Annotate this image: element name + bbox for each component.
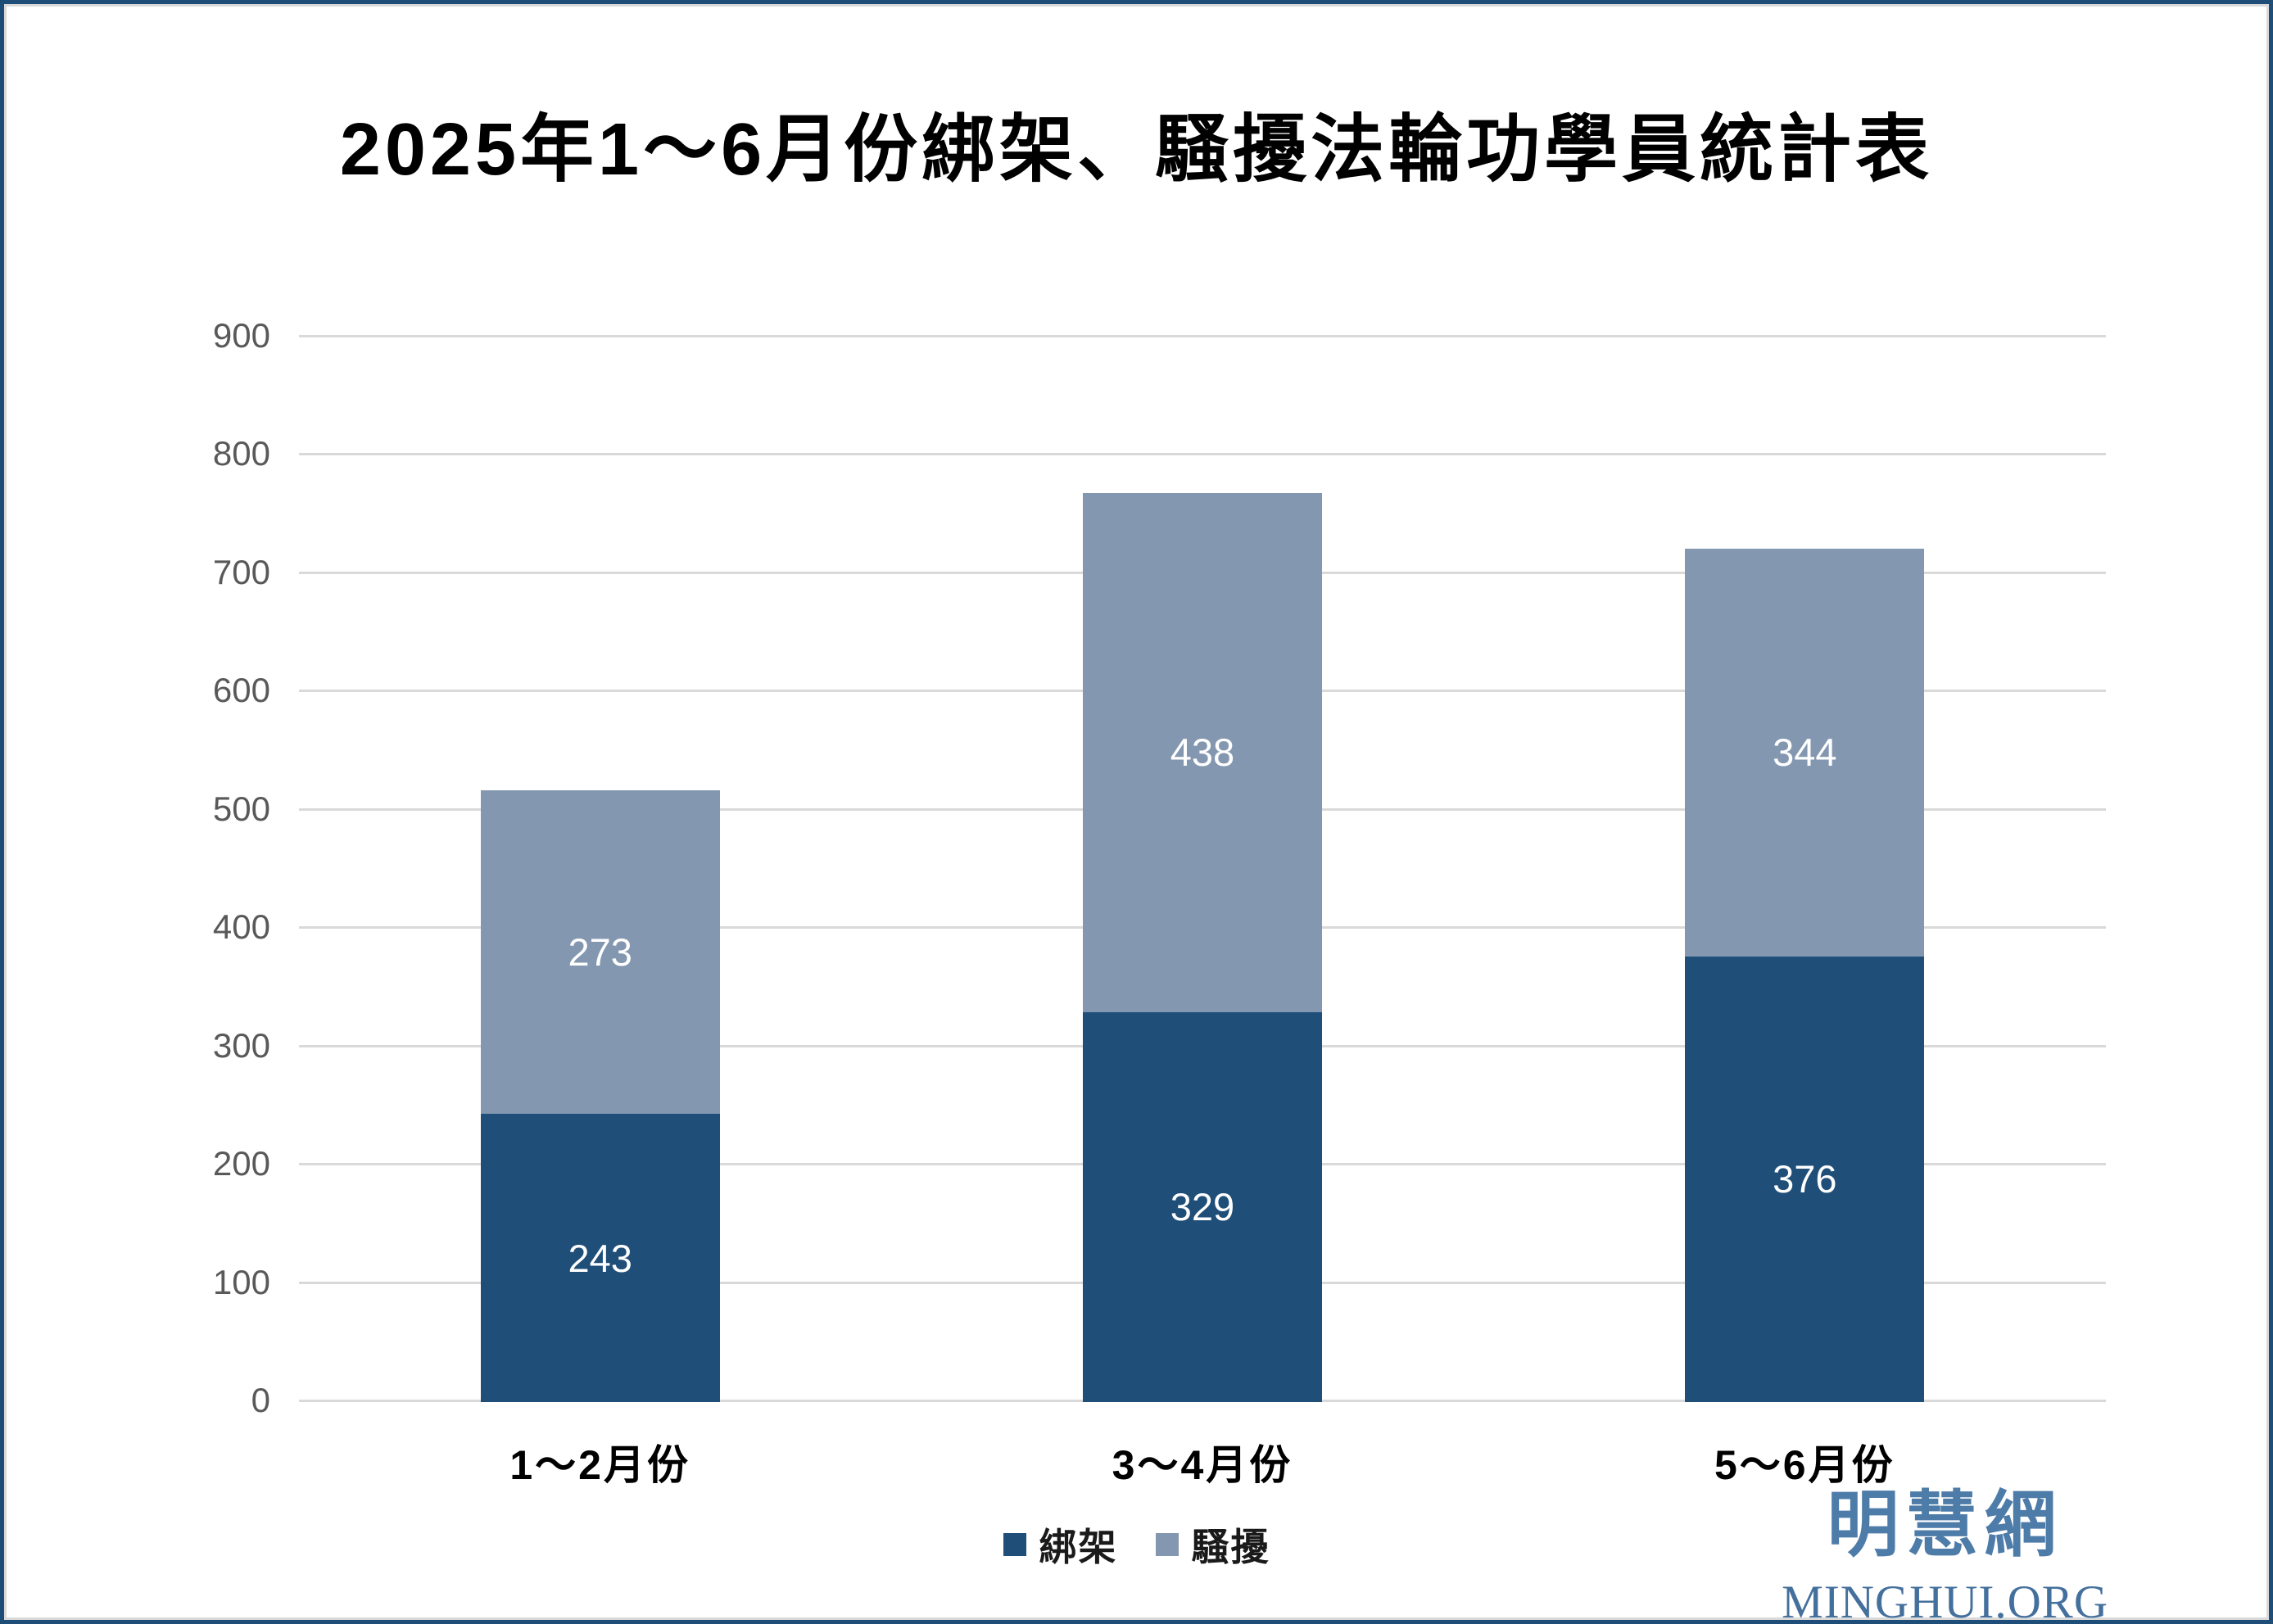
- legend-item-綁架: 綁架: [1003, 1518, 1118, 1572]
- bar-segment-騷擾: 273: [480, 789, 720, 1115]
- legend-swatch: [1003, 1533, 1026, 1556]
- bar-group-3: 344 376: [1685, 548, 1925, 1402]
- bar-segment-騷擾: 438: [1083, 492, 1322, 1012]
- legend-swatch: [1155, 1533, 1179, 1556]
- y-axis-tick-label: 900: [212, 316, 270, 355]
- bar-segment-騷擾: 344: [1685, 548, 1925, 957]
- bar-group-1: 273 243: [480, 789, 720, 1402]
- data-label: 376: [1773, 1157, 1837, 1201]
- chart-title: 2025年1～6月份綁架、騷擾法輪功學員統計表: [339, 109, 1934, 191]
- legend-label: 綁架: [1039, 1526, 1118, 1568]
- bar-segment-綁架: 329: [1083, 1011, 1322, 1402]
- y-axis-tick-label: 800: [212, 434, 270, 473]
- bar-group-2: 438 329: [1083, 492, 1322, 1402]
- data-label: 344: [1773, 731, 1837, 775]
- logo-latin-text: MINGHUI.ORG: [1782, 1577, 2108, 1624]
- y-axis-tick-label: 600: [212, 671, 270, 710]
- y-axis-tick-label: 0: [251, 1381, 270, 1419]
- x-axis-category-label: 5～6月份: [1714, 1442, 1895, 1488]
- data-label: 243: [568, 1236, 632, 1280]
- legend-label: 騷擾: [1191, 1526, 1270, 1568]
- legend: 綁架 騷擾: [4, 1518, 2269, 1572]
- y-axis-tick-label: 300: [212, 1025, 270, 1065]
- bar-segment-綁架: 243: [480, 1114, 720, 1402]
- plot-area: 0 100 200 300 400 500 600 700 800 900 273 243 1～2月份 4…: [213, 316, 2106, 1488]
- bar-segment-綁架: 376: [1685, 956, 1925, 1402]
- x-axis-category-label: 1～2月份: [509, 1442, 691, 1488]
- y-axis-tick-label: 200: [212, 1144, 270, 1183]
- gridline-y800: [299, 453, 2106, 456]
- y-axis-tick-label: 400: [212, 907, 270, 947]
- y-axis-tick-label: 700: [212, 552, 270, 591]
- legend-item-騷擾: 騷擾: [1155, 1518, 1270, 1572]
- x-axis-category-label: 3～4月份: [1112, 1442, 1293, 1488]
- minghui-logo: 明慧網 MINGHUI.ORG: [1782, 1467, 2108, 1624]
- gridline-y900: [299, 335, 2106, 337]
- data-label: 273: [568, 930, 632, 975]
- data-label: 329: [1170, 1185, 1235, 1229]
- y-axis-tick-label: 500: [212, 789, 270, 828]
- logo-cjk-text: 明慧網: [1827, 1484, 2063, 1565]
- data-label: 438: [1170, 731, 1235, 775]
- y-axis-tick-label: 100: [212, 1262, 270, 1301]
